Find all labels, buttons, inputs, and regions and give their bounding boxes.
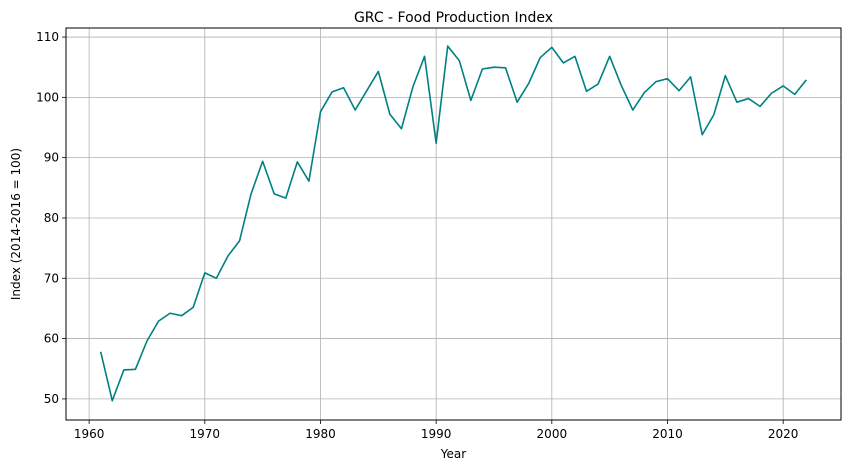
x-tick-label: 2010 (652, 427, 683, 441)
chart-title: GRC - Food Production Index (354, 10, 553, 26)
x-tick-label: 1970 (190, 427, 221, 441)
x-axis: 1960 1970 1980 1990 2000 2010 2020 (74, 420, 799, 441)
x-tick-label: 1980 (305, 427, 336, 441)
x-tick-label: 2020 (768, 427, 799, 441)
y-tick-label: 50 (44, 392, 59, 406)
y-tick-label: 110 (36, 30, 59, 44)
x-tick-label: 1960 (74, 427, 105, 441)
y-tick-label: 60 (44, 332, 59, 346)
x-tick-label: 1990 (421, 427, 452, 441)
plot-frame (65, 27, 842, 421)
y-tick-label: 80 (44, 211, 59, 225)
y-tick-label: 100 (36, 90, 59, 104)
y-tick-label: 70 (44, 271, 59, 285)
series-line (99, 45, 807, 402)
y-axis-label: Index (2014-2016 = 100) (9, 148, 23, 300)
grid-lines (66, 28, 841, 420)
series-layer (99, 45, 807, 402)
x-tick-label: 2000 (537, 427, 568, 441)
x-axis-label: Year (440, 447, 466, 461)
y-tick-label: 90 (44, 151, 59, 165)
y-axis: 50 60 70 80 90 100 110 (36, 30, 66, 406)
